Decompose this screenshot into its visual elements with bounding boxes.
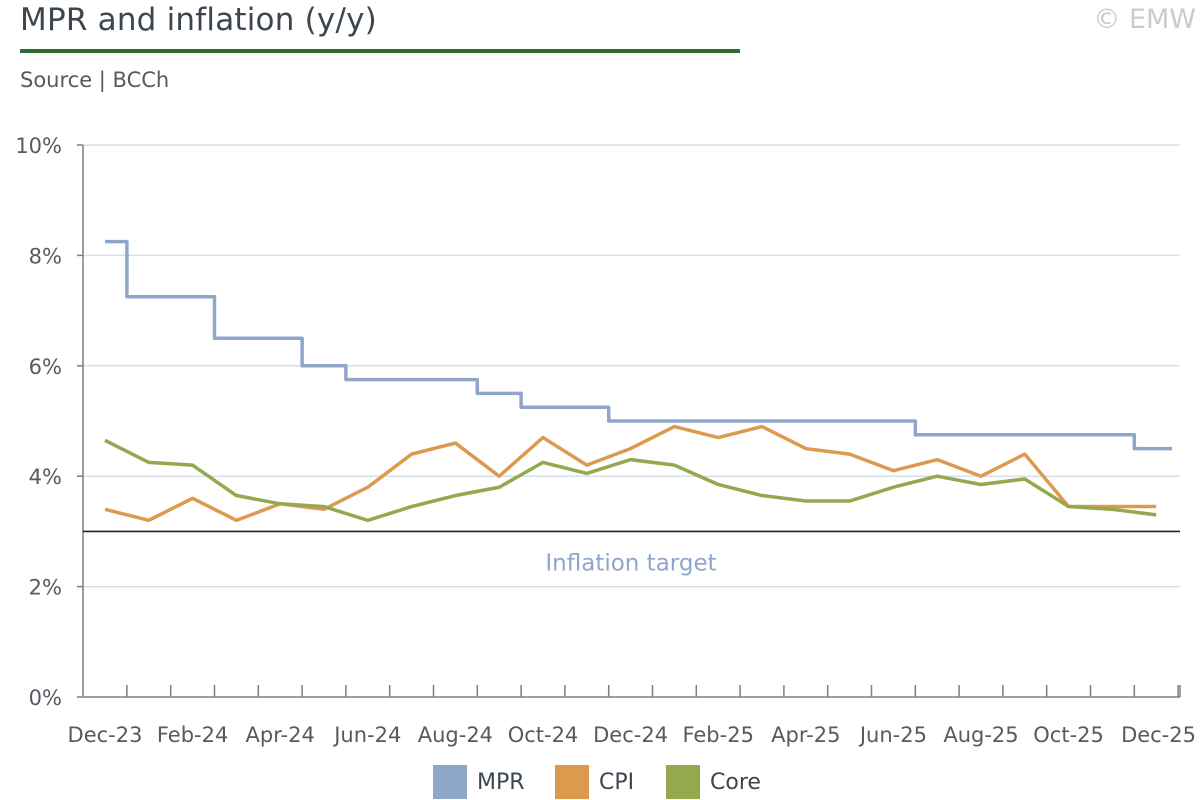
legend-label-mpr: MPR — [477, 769, 525, 795]
source-note: Source | BCCh — [20, 68, 170, 92]
legend: MPR CPI Core — [0, 764, 1200, 800]
y-tick-label: 10% — [15, 134, 62, 158]
legend-swatch-mpr — [433, 765, 467, 799]
inflation-target-label: Inflation target — [545, 550, 716, 576]
x-tick-label: Oct-24 — [508, 723, 579, 747]
x-tick-label: Feb-25 — [682, 723, 753, 747]
x-tick-label: Dec-25 — [1121, 723, 1196, 747]
x-tick-label: Aug-24 — [418, 723, 493, 747]
y-tick-label: 8% — [29, 244, 62, 268]
tick-labels: 0% 2% 4% 6% 8% 10% Dec-23 Feb-24 Apr-24 Jun-24 Aug… — [15, 134, 1196, 747]
legend-label-core: Core — [710, 769, 761, 795]
legend-swatch-cpi — [555, 765, 589, 799]
copyright-notice: © EMW — [1093, 4, 1196, 35]
chart-title: MPR and inflation (y/y) — [20, 2, 377, 38]
x-tick-label: Dec-23 — [68, 723, 143, 747]
y-tick-label: 6% — [29, 355, 62, 379]
y-tick-label: 0% — [29, 686, 62, 710]
x-tick-label: Aug-25 — [943, 723, 1018, 747]
legend-item-core: Core — [666, 764, 761, 800]
legend-label-cpi: CPI — [599, 769, 635, 795]
legend-swatch-core — [666, 765, 700, 799]
legend-item-mpr: MPR — [433, 764, 525, 800]
gridlines — [83, 144, 1180, 588]
axes — [77, 144, 1181, 698]
series-line-cpi — [104, 424, 1157, 523]
x-tick-label: Jun-25 — [858, 723, 927, 747]
x-tick-label: Feb-24 — [157, 723, 228, 747]
title-underline — [20, 49, 740, 53]
x-tick-label: Dec-24 — [593, 723, 668, 747]
x-tick-label: Oct-25 — [1033, 723, 1104, 747]
x-tick-label: Apr-25 — [771, 723, 840, 747]
y-tick-label: 4% — [29, 465, 62, 489]
series-line-core — [104, 438, 1157, 523]
legend-item-cpi: CPI — [555, 764, 634, 800]
x-tick-label: Jun-24 — [332, 723, 401, 747]
x-tick-label: Apr-24 — [246, 723, 315, 747]
series-lines — [83, 239, 1180, 533]
series-line-mpr — [105, 239, 1173, 451]
y-tick-label: 2% — [29, 576, 62, 600]
